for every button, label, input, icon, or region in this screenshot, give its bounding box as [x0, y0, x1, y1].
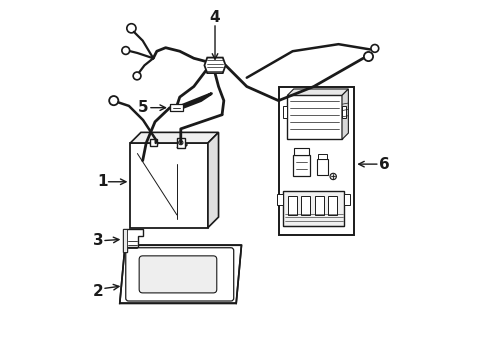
- Text: 3: 3: [93, 233, 103, 248]
- Polygon shape: [294, 148, 309, 155]
- Bar: [318, 159, 328, 175]
- Polygon shape: [344, 194, 350, 205]
- Polygon shape: [177, 145, 188, 148]
- Polygon shape: [123, 229, 127, 252]
- Polygon shape: [204, 58, 225, 73]
- Polygon shape: [123, 229, 143, 252]
- Polygon shape: [208, 132, 219, 228]
- Bar: [278, 86, 354, 235]
- Polygon shape: [283, 106, 287, 118]
- Text: 1: 1: [97, 174, 107, 189]
- Circle shape: [330, 173, 336, 180]
- Polygon shape: [318, 153, 327, 159]
- FancyBboxPatch shape: [126, 248, 234, 301]
- Bar: [130, 143, 208, 228]
- Text: 2: 2: [93, 284, 104, 299]
- FancyBboxPatch shape: [139, 256, 217, 293]
- Text: 5: 5: [137, 100, 148, 115]
- Text: 4: 4: [210, 9, 220, 24]
- Polygon shape: [342, 89, 348, 139]
- Bar: [283, 190, 344, 226]
- Bar: [315, 196, 324, 215]
- Polygon shape: [342, 106, 346, 118]
- Polygon shape: [287, 89, 348, 95]
- Polygon shape: [150, 143, 159, 145]
- Bar: [177, 138, 185, 148]
- Bar: [287, 95, 342, 139]
- Text: 6: 6: [379, 157, 390, 172]
- Polygon shape: [120, 245, 242, 303]
- Bar: [293, 155, 310, 176]
- Polygon shape: [130, 132, 219, 143]
- Bar: [301, 196, 310, 215]
- Bar: [328, 196, 337, 215]
- Polygon shape: [277, 194, 283, 205]
- Bar: [150, 139, 157, 146]
- Polygon shape: [170, 104, 183, 111]
- Bar: [288, 196, 297, 215]
